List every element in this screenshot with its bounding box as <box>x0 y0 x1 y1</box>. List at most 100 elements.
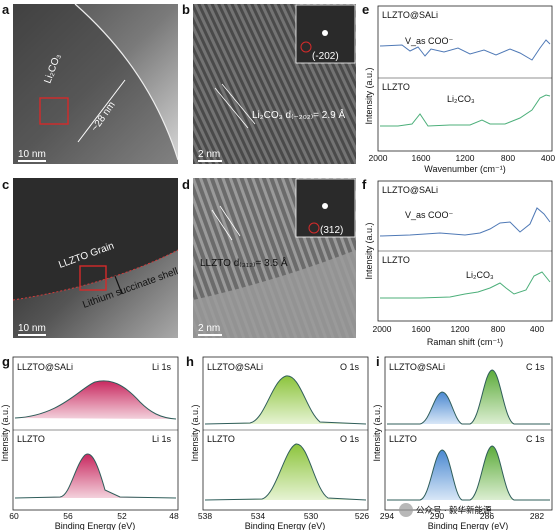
lattice-line-d1 <box>211 209 233 241</box>
xlabel-i: Binding Energy (eV) <box>428 521 509 530</box>
grain-region-c <box>13 178 178 300</box>
tick-f-1: 1600 <box>412 324 431 334</box>
tick-i-3: 282 <box>530 511 544 521</box>
plot-frame-g <box>12 356 179 511</box>
lattice-label-b: Li₂CO₃ d₍₋₂₀₂₎= 2.9 Å <box>252 108 345 121</box>
ylabel-e: Intensity (a.u.) <box>364 67 374 124</box>
panel-g: g LLZTO@SALi Li 1s LLZTO Li 1s Intensity… <box>0 354 179 530</box>
fft-index-d: (312) <box>320 225 343 236</box>
ticks-e: 2000 1600 1200 800 400 <box>369 153 556 163</box>
panel-e: e LLZTO@SALi LLZTO V_as COO⁻ Li₂CO₃ Inte… <box>362 2 555 174</box>
lattice-line-b2 <box>221 83 256 125</box>
amorphous-region-d <box>193 250 356 338</box>
peak-fill-bottom-h <box>205 443 366 500</box>
lattice-line-b1 <box>214 87 249 129</box>
fit-line-bottom-h <box>204 443 367 501</box>
tick-h-2: 530 <box>304 511 318 521</box>
panel-i: i LLZTO@SALi C 1s LLZTO C 1s Intensity (… <box>372 354 553 530</box>
ticks-g: 60 56 52 48 <box>9 511 179 521</box>
panel-h: h LLZTO@SALi O 1s LLZTO O 1s Intensity (… <box>186 354 369 530</box>
panel-label-c: c <box>2 177 9 192</box>
peak-bottom-f: Li₂CO₃ <box>466 270 494 280</box>
tick-e-0: 2000 <box>369 153 388 163</box>
xlabel-e: Wavenumber (cm⁻¹) <box>424 164 505 174</box>
scale-bar-d <box>198 334 222 336</box>
tick-i-1: 290 <box>430 511 444 521</box>
thickness-arrow-a <box>77 79 126 143</box>
plot-frame-h <box>202 356 369 511</box>
plot-frame-e <box>377 5 553 152</box>
panel-a: a Li₂CO₃ ~28 nm 10 nm <box>2 2 179 164</box>
tick-i-0: 294 <box>380 511 394 521</box>
tick-e-4: 400 <box>541 153 555 163</box>
core-bottom-g: Li 1s <box>152 434 172 444</box>
scale-bar-c <box>18 334 46 336</box>
core-top-g: Li 1s <box>152 362 172 372</box>
tick-f-4: 400 <box>530 324 544 334</box>
watermark: 公众号 · 毅华新能源 <box>399 503 492 517</box>
sample-bottom-e: LLZTO <box>382 82 410 92</box>
scale-label-b: 2 nm <box>198 149 220 160</box>
panel-label-i: i <box>376 354 380 369</box>
peak-fill-bottom-i-1 <box>420 450 462 500</box>
tick-i-2: 286 <box>480 511 494 521</box>
sample-bottom-f: LLZTO <box>382 255 410 265</box>
tick-g-3: 48 <box>169 511 179 521</box>
shell-edge-a <box>74 3 179 161</box>
xlabel-h: Binding Energy (eV) <box>245 521 326 530</box>
tick-e-2: 1200 <box>456 153 475 163</box>
panel-f: f LLZTO@SALi LLZTO V_as COO⁻ Li₂CO₃ Inte… <box>362 177 553 347</box>
series-bottom-f <box>380 271 551 299</box>
tick-f-2: 1200 <box>451 324 470 334</box>
sample-top-f: LLZTO@SALi <box>382 185 438 195</box>
fft-spot-b <box>300 41 312 53</box>
fft-spot-d <box>308 222 320 234</box>
watermark-text: 公众号 · 毅华新能源 <box>416 505 492 515</box>
fit-line-top-i <box>387 369 550 425</box>
tick-h-3: 526 <box>355 511 369 521</box>
region-box-a <box>39 97 69 125</box>
series-top-e <box>379 39 551 61</box>
fft-index-b: (-202) <box>312 51 339 62</box>
tick-g-0: 60 <box>9 511 19 521</box>
ylabel-h: Intensity (a.u.) <box>190 404 200 461</box>
sample-bottom-h: LLZTO <box>207 434 235 444</box>
peak-fill-top-h <box>205 375 366 424</box>
region-box-c <box>79 265 107 291</box>
fit-line-bottom-g <box>14 453 177 499</box>
scale-bar-b <box>198 160 222 162</box>
tick-e-1: 1600 <box>412 153 431 163</box>
sample-top-h: LLZTO@SALi <box>207 362 263 372</box>
lattice-label-d: LLZTO d₍₃₁₂₎= 3.5 Å <box>200 256 288 269</box>
shell-arrow-c <box>114 275 123 295</box>
peak-top-f: V_as COO⁻ <box>405 210 454 220</box>
plot-frame-i <box>384 356 553 511</box>
peak-fill-bottom-i-2 <box>470 446 514 500</box>
fit-line-top-g <box>14 380 177 420</box>
scale-label-d: 2 nm <box>198 323 220 334</box>
lattice-line-d2 <box>219 205 241 237</box>
fit-line-bottom-i <box>387 445 550 501</box>
peak-fill-bottom-g <box>15 454 176 498</box>
tick-h-0: 538 <box>198 511 212 521</box>
panel-label-h: h <box>186 354 194 369</box>
peak-fill-top-g <box>15 380 176 419</box>
panel-b: b (-202) Li₂CO₃ d₍₋₂₀₂₎= 2.9 Å 2 nm <box>182 2 356 164</box>
tick-f-0: 2000 <box>373 324 392 334</box>
scale-label-c: 10 nm <box>18 323 46 334</box>
panel-label-d: d <box>182 177 190 192</box>
scale-label-a: 10 nm <box>18 149 46 160</box>
xlabel-g: Binding Energy (eV) <box>55 521 136 530</box>
panel-label-b: b <box>182 2 190 17</box>
sample-top-i: LLZTO@SALi <box>389 362 445 372</box>
sample-bottom-g: LLZTO <box>17 434 45 444</box>
tick-h-1: 534 <box>251 511 265 521</box>
panel-label-a: a <box>2 2 10 17</box>
core-top-h: O 1s <box>340 362 360 372</box>
core-bottom-i: C 1s <box>526 434 545 444</box>
core-bottom-h: O 1s <box>340 434 360 444</box>
sample-bottom-i: LLZTO <box>389 434 417 444</box>
peak-bottom-e: Li₂CO₃ <box>447 94 475 104</box>
ticks-f: 2000 1600 1200 800 400 <box>373 324 545 334</box>
